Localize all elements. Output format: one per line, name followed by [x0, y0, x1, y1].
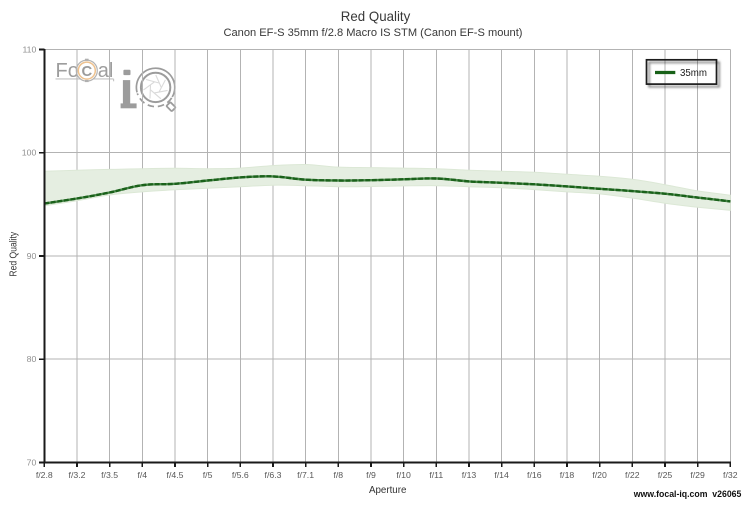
svg-text:f/8: f/8 [333, 470, 343, 480]
svg-text:f/13: f/13 [462, 470, 477, 480]
svg-text:f/6.3: f/6.3 [265, 470, 282, 480]
svg-text:f/10: f/10 [396, 470, 411, 480]
svg-text:f/22: f/22 [625, 470, 640, 480]
svg-text:Fo: Fo [56, 60, 79, 82]
svg-text:f/29: f/29 [690, 470, 705, 480]
svg-text:f/3.2: f/3.2 [69, 470, 86, 480]
svg-text:Canon EF-S 35mm f/2.8 Macro IS: Canon EF-S 35mm f/2.8 Macro IS STM (Cano… [224, 27, 523, 39]
svg-text:Aperture: Aperture [369, 485, 407, 496]
svg-text:Red Quality: Red Quality [8, 232, 19, 277]
svg-text:f/14: f/14 [494, 470, 509, 480]
svg-text:f/11: f/11 [429, 470, 443, 480]
svg-text:C: C [81, 64, 92, 80]
svg-text:Red Quality: Red Quality [341, 9, 411, 24]
svg-text:f/32: f/32 [723, 470, 738, 480]
svg-text:70: 70 [27, 457, 37, 467]
svg-text:f/25: f/25 [658, 470, 673, 480]
svg-text:80: 80 [27, 354, 37, 364]
svg-text:35mm: 35mm [680, 68, 707, 79]
svg-text:f/5: f/5 [203, 470, 213, 480]
svg-text:90: 90 [27, 251, 37, 261]
svg-text:www.focal-iq.com v26065: www.focal-iq.com v26065 [633, 489, 742, 499]
svg-text:110: 110 [22, 44, 36, 54]
svg-text:f/18: f/18 [560, 470, 575, 480]
svg-text:f/9: f/9 [366, 470, 376, 480]
svg-text:f/7.1: f/7.1 [297, 470, 314, 480]
svg-text:f/2.8: f/2.8 [36, 470, 53, 480]
svg-text:100: 100 [22, 148, 37, 158]
svg-text:f/4: f/4 [137, 470, 147, 480]
svg-text:f/3.5: f/3.5 [101, 470, 118, 480]
svg-text:f/20: f/20 [592, 470, 607, 480]
svg-text:f/4.5: f/4.5 [167, 470, 184, 480]
svg-text:f/16: f/16 [527, 470, 542, 480]
svg-text:f/5.6: f/5.6 [232, 470, 249, 480]
